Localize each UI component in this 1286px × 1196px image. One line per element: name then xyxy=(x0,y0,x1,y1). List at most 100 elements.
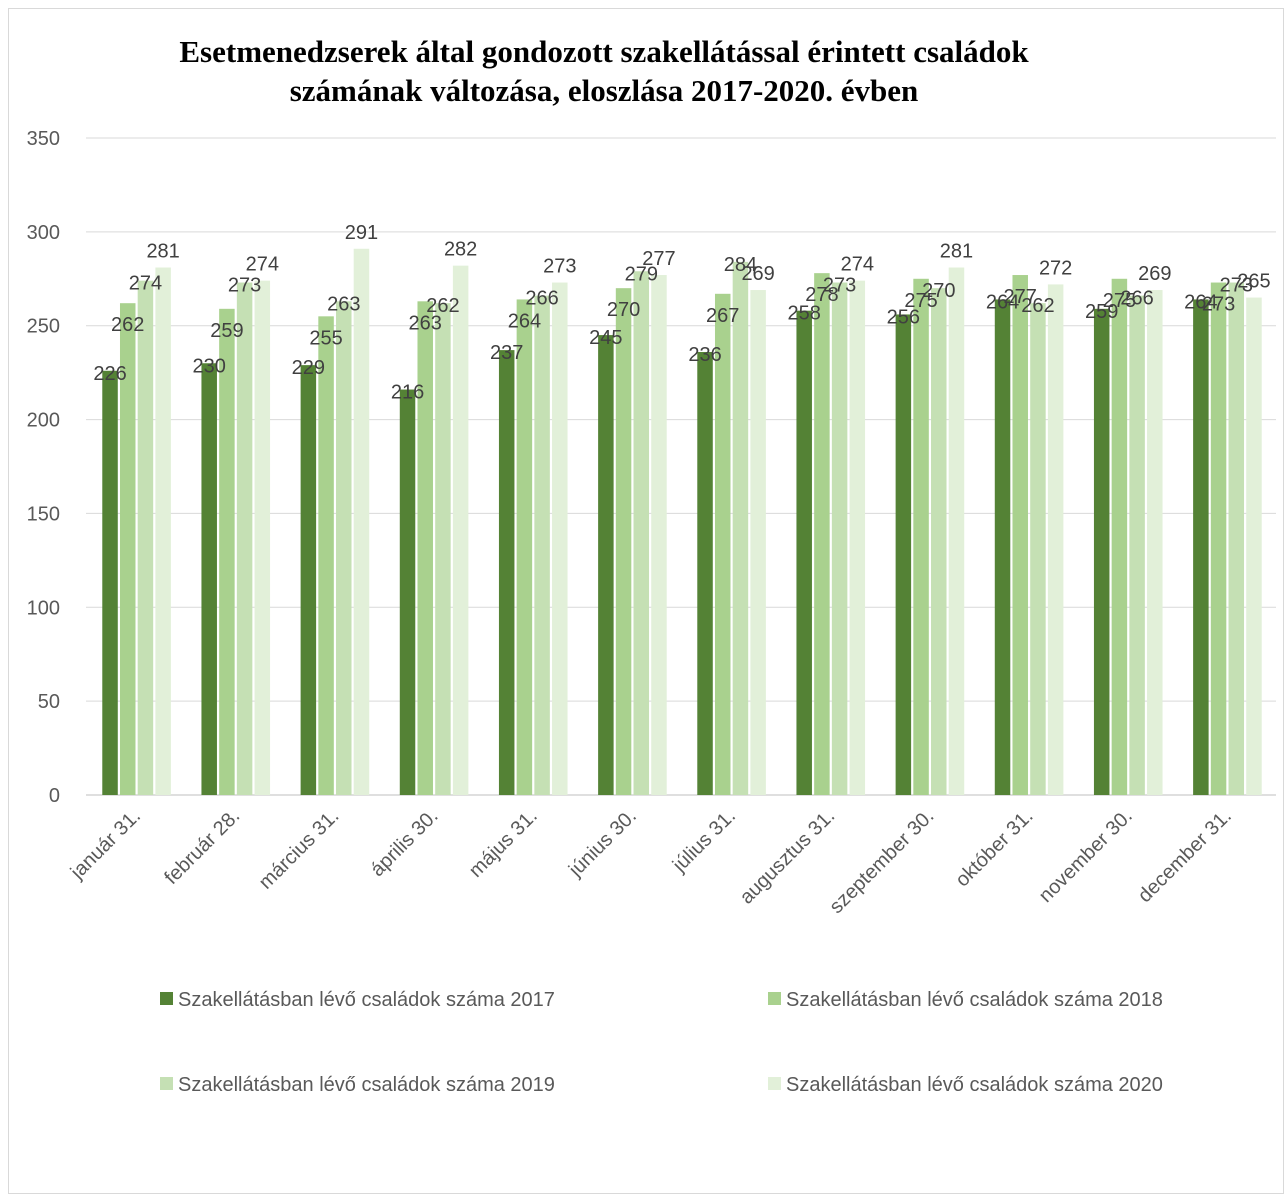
data-label: 274 xyxy=(841,254,874,276)
bar-1-1 xyxy=(102,370,118,795)
bar-3-5 xyxy=(534,295,550,795)
data-label: 273 xyxy=(228,275,261,297)
bars xyxy=(102,248,1262,796)
x-category-label: július 31. xyxy=(668,805,740,877)
y-tick-label: 300 xyxy=(27,222,60,244)
data-label: 259 xyxy=(210,320,243,342)
bar-1-9 xyxy=(895,314,912,795)
gridlines xyxy=(86,137,1276,796)
chart-title-line-2: számának változása, eloszlása 2017-2020.… xyxy=(290,73,919,108)
bar-1-10 xyxy=(994,299,1011,795)
data-label: 291 xyxy=(345,222,378,244)
legend-label: Szakellátásban lévő családok száma 2018 xyxy=(786,989,1163,1011)
bar-4-1 xyxy=(155,267,171,796)
legend-swatch xyxy=(160,992,173,1005)
x-category-label: május 31. xyxy=(465,805,542,882)
bar-4-4 xyxy=(452,265,469,795)
legend-label: Szakellátásban lévő családok száma 2020 xyxy=(786,1074,1163,1096)
bar-3-3 xyxy=(336,301,352,795)
bar-1-12 xyxy=(1193,299,1209,795)
bar-1-5 xyxy=(498,350,515,795)
data-label: 266 xyxy=(1120,288,1153,310)
legend-swatch xyxy=(768,1077,781,1090)
data-label: 245 xyxy=(589,327,622,349)
bar-2-11 xyxy=(1111,278,1128,795)
bar-1-7 xyxy=(697,351,713,795)
data-label: 264 xyxy=(986,291,1019,313)
bar-1-4 xyxy=(399,389,416,795)
chart-title-line-1: Esetmenedzserek által gondozott szakellá… xyxy=(179,34,1029,69)
bar-3-6 xyxy=(633,271,650,796)
data-label: 272 xyxy=(1039,257,1072,279)
bar-2-2 xyxy=(219,308,235,795)
data-label: 273 xyxy=(1220,275,1253,297)
legend-swatch xyxy=(160,1077,173,1090)
data-label: 263 xyxy=(327,293,360,315)
y-tick-label: 350 xyxy=(27,128,60,150)
data-labels: 2262622742812302592732742292552632912162… xyxy=(93,222,1270,404)
bar-2-3 xyxy=(318,316,334,795)
y-tick-label: 100 xyxy=(27,597,60,619)
data-label: 269 xyxy=(741,263,774,285)
data-label: 262 xyxy=(1021,295,1054,317)
data-label: 262 xyxy=(426,295,459,317)
bar-2-7 xyxy=(714,293,731,795)
data-label: 269 xyxy=(1138,263,1171,285)
y-tick-label: 0 xyxy=(49,785,60,807)
y-tick-label: 150 xyxy=(27,503,60,525)
bar-2-12 xyxy=(1210,282,1227,795)
bar-4-8 xyxy=(849,280,866,796)
bar-3-2 xyxy=(236,282,253,795)
data-label: 277 xyxy=(642,248,675,270)
data-label: 273 xyxy=(823,275,856,297)
bar-3-11 xyxy=(1129,295,1145,795)
x-category-label: március 31. xyxy=(255,805,344,894)
bar-4-3 xyxy=(353,248,370,795)
bar-3-8 xyxy=(831,282,848,795)
bar-1-2 xyxy=(201,363,217,795)
bar-2-6 xyxy=(615,288,632,795)
bar-2-10 xyxy=(1012,275,1028,795)
data-label: 278 xyxy=(805,284,838,306)
data-label: 258 xyxy=(788,303,821,325)
data-label: 281 xyxy=(146,241,179,263)
data-label: 264 xyxy=(1184,291,1217,313)
x-axis-categories: január 31. február 28. március 31. április … xyxy=(66,805,1236,918)
x-category-label: június 30. xyxy=(564,805,641,882)
data-label: 273 xyxy=(543,256,576,278)
y-axis-ticks: 0 50 100 150 200 250 300 350 xyxy=(27,128,60,807)
data-label: 277 xyxy=(1004,286,1037,308)
data-label: 282 xyxy=(444,239,477,261)
bar-3-9 xyxy=(931,288,947,795)
data-label: 262 xyxy=(111,314,144,336)
bar-4-9 xyxy=(948,267,965,796)
data-label: 256 xyxy=(887,306,920,328)
bar-4-12 xyxy=(1246,297,1262,795)
x-category-label: november 30. xyxy=(1035,805,1137,907)
data-label: 226 xyxy=(93,363,126,385)
bar-1-6 xyxy=(598,335,614,795)
bar-1-11 xyxy=(1093,308,1110,795)
x-category-label: február 28. xyxy=(160,805,244,889)
y-tick-label: 50 xyxy=(38,691,60,713)
data-label: 216 xyxy=(391,382,424,404)
x-category-label: január 31. xyxy=(66,805,145,884)
legend: Szakellátásban lévő családok száma 2017 S… xyxy=(160,989,1163,1096)
bar-3-12 xyxy=(1228,282,1245,795)
legend-label: Szakellátásban lévő családok száma 2017 xyxy=(178,989,555,1011)
data-label: 237 xyxy=(490,342,523,364)
data-label: 270 xyxy=(607,299,640,321)
data-label: 230 xyxy=(193,355,226,377)
x-category-label: december 31. xyxy=(1134,805,1236,907)
data-label: 259 xyxy=(1085,301,1118,323)
y-tick-label: 250 xyxy=(27,316,60,338)
bar-2-1 xyxy=(119,303,136,795)
data-label: 266 xyxy=(525,288,558,310)
x-category-label: szeptember 30. xyxy=(825,805,938,918)
chart-title: Esetmenedzserek által gondozott szakellá… xyxy=(179,34,1029,108)
data-label: 267 xyxy=(706,305,739,327)
bar-4-6 xyxy=(651,275,667,795)
bar-4-5 xyxy=(552,282,568,795)
bar-2-8 xyxy=(814,273,830,795)
